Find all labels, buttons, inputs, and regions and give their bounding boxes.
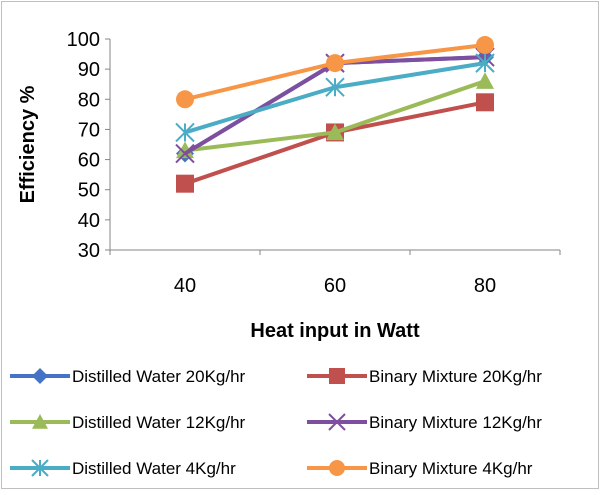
series-3 — [176, 72, 494, 159]
series-line — [184, 100, 486, 186]
series-5 — [175, 53, 495, 143]
data-marker — [329, 368, 345, 384]
data-marker — [328, 413, 346, 431]
data-marker — [176, 90, 194, 109]
data-marker — [329, 460, 345, 476]
data-marker — [475, 53, 495, 73]
y-tick-label: 90 — [78, 59, 100, 81]
legend-item: Binary Mixture 20Kg/hr — [307, 367, 542, 386]
legend-label: Distilled Water 12Kg/hr — [72, 413, 246, 432]
data-marker — [31, 459, 49, 477]
efficiency-line-chart: 30 40 50 60 70 80 90 100 40 60 80 Heat input in Wa… — [10, 29, 561, 478]
data-marker — [326, 123, 344, 141]
legend: Distilled Water 20Kg/hr Binary Mixture 20… — [10, 367, 542, 478]
series-layer — [175, 36, 495, 193]
chart-frame: 30 40 50 60 70 80 90 100 40 60 80 Heat input in Wa… — [1, 1, 599, 489]
y-tick-label: 50 — [78, 180, 100, 202]
data-marker — [325, 77, 345, 97]
series-2 — [176, 93, 494, 193]
x-tick-label: 60 — [324, 275, 346, 297]
data-marker — [32, 368, 48, 384]
data-marker — [176, 141, 194, 159]
x-axis-title: Heat input in Watt — [250, 320, 420, 342]
x-tick-label: 80 — [474, 275, 496, 297]
y-tick-label: 40 — [78, 210, 100, 232]
x-tick-label: 40 — [174, 275, 196, 297]
y-tick-label: 80 — [78, 89, 100, 111]
legend-item: Distilled Water 12Kg/hr — [10, 413, 246, 432]
series-6 — [176, 36, 494, 109]
data-marker — [175, 122, 195, 143]
y-tick-label: 70 — [78, 119, 100, 141]
legend-item: Binary Mixture 12Kg/hr — [307, 413, 542, 432]
marker-stroke — [328, 413, 346, 431]
y-tick-label: 100 — [67, 29, 100, 51]
y-axis-title: Efficiency % — [17, 85, 39, 203]
data-marker — [32, 414, 48, 429]
legend-label: Binary Mixture 4Kg/hr — [369, 459, 533, 478]
y-tick-label: 30 — [78, 240, 100, 262]
legend-item: Distilled Water 20Kg/hr — [10, 367, 246, 386]
data-marker — [476, 93, 494, 112]
axes: 30 40 50 60 70 80 90 100 40 60 80 — [67, 29, 561, 297]
legend-label: Distilled Water 20Kg/hr — [72, 367, 246, 386]
data-marker — [476, 72, 494, 89]
data-marker — [176, 174, 194, 193]
data-marker — [175, 143, 195, 164]
legend-item: Distilled Water 4Kg/hr — [10, 459, 236, 478]
y-tick-label: 60 — [78, 150, 100, 172]
legend-label: Distilled Water 4Kg/hr — [72, 459, 236, 478]
data-marker — [326, 54, 344, 73]
data-marker — [476, 36, 494, 55]
legend-item: Binary Mixture 4Kg/hr — [307, 459, 533, 478]
legend-label: Binary Mixture 20Kg/hr — [369, 367, 542, 386]
marker-stroke — [175, 143, 195, 164]
legend-label: Binary Mixture 12Kg/hr — [369, 413, 542, 432]
